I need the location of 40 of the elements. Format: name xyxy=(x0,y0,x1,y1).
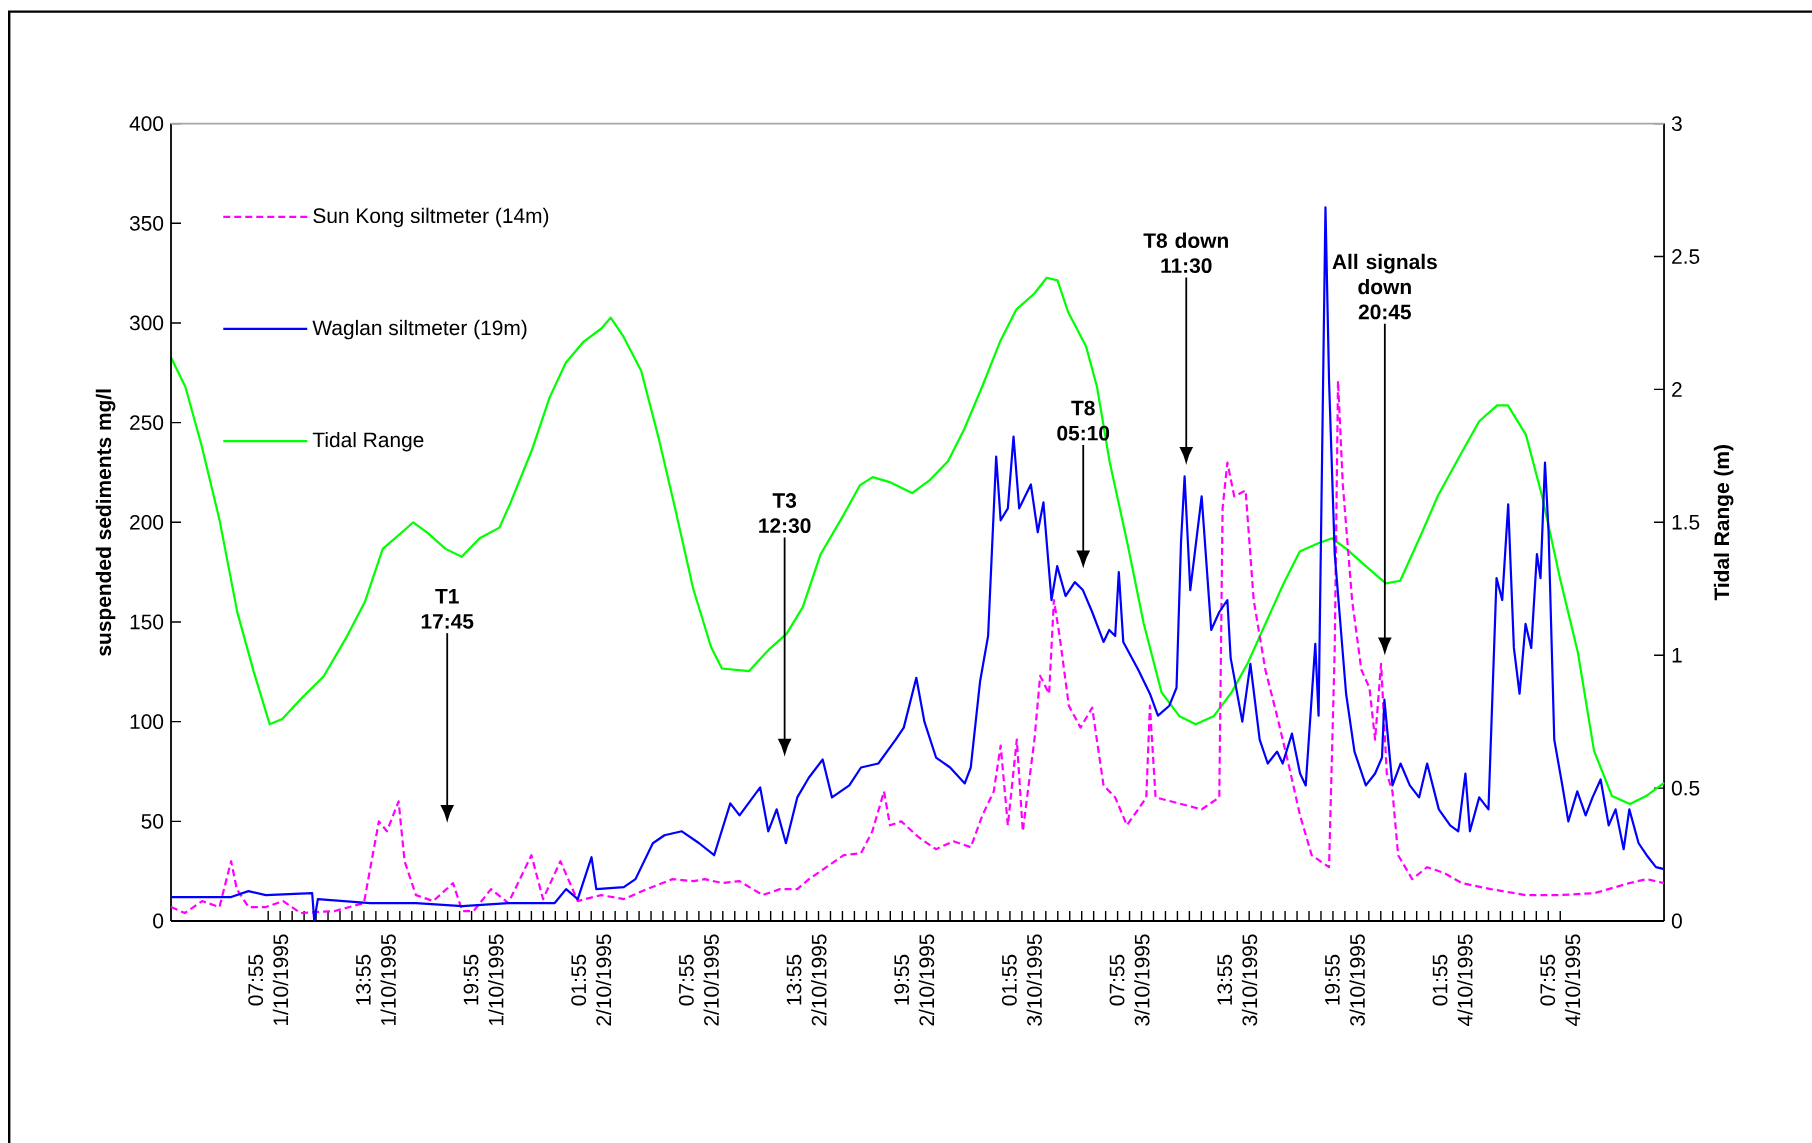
x-tick-label: 13:55 1/10/1995 xyxy=(355,934,396,1025)
x-tick-label: 07:55 4/10/1995 xyxy=(1540,934,1581,1027)
y-tick-label: 400 xyxy=(129,116,164,132)
y-tick-label: 100 xyxy=(130,714,164,730)
x-tick-label: 19:55 3/10/1995 xyxy=(1324,934,1365,1026)
x-tick-label: 01:55 4/10/1995 xyxy=(1432,934,1473,1027)
y2-tick-label: 1.5 xyxy=(1672,515,1700,530)
x-tick-label: 07:55 1/10/1995 xyxy=(248,934,289,1025)
legend-label: Sun Kong siltmeter (14m) xyxy=(313,207,549,228)
x-tick-label: 07:55 3/10/1995 xyxy=(1109,934,1150,1026)
y2-tick-label: 2.5 xyxy=(1672,249,1700,264)
y2-axis-title: Tidal Range (m) xyxy=(1713,445,1734,601)
x-tick-label: 13:55 2/10/1995 xyxy=(786,934,827,1026)
x-tick-label: 01:55 3/10/1995 xyxy=(1001,934,1042,1026)
y2-tick-label: 0 xyxy=(1671,913,1682,929)
annotation: All signals down 20:45 xyxy=(1332,253,1437,320)
y2-tick-label: 0.5 xyxy=(1671,780,1700,796)
legend-label: Waglan siltmeter (19m) xyxy=(312,319,527,340)
y2-tick-label: 2 xyxy=(1672,382,1682,397)
x-tick-label: 13:55 3/10/1995 xyxy=(1217,934,1258,1026)
line-series xyxy=(169,379,1666,915)
legend-label: Tidal Range xyxy=(312,431,424,452)
y-tick-label: 150 xyxy=(130,614,164,630)
y2-tick-label: 3 xyxy=(1671,116,1682,132)
y-tick-label: 200 xyxy=(130,514,164,530)
y2-tick-label: 1 xyxy=(1672,648,1682,663)
x-tick-label: 07:55 2/10/1995 xyxy=(678,934,719,1026)
y-tick-label: 50 xyxy=(141,813,164,829)
x-tick-label: 19:55 2/10/1995 xyxy=(894,934,935,1026)
y-tick-label: 300 xyxy=(129,315,164,331)
x-tick-label: 19:55 1/10/1995 xyxy=(463,934,504,1025)
annotation: T3 12:30 xyxy=(759,493,811,534)
y-tick-label: 250 xyxy=(130,415,164,431)
y-axis-title: suspended sediments mg/l xyxy=(95,389,116,656)
x-tick-label: 01:55 2/10/1995 xyxy=(571,934,612,1026)
line-series xyxy=(169,276,1666,806)
y-tick-label: 350 xyxy=(129,215,164,231)
annotation: T1 17:45 xyxy=(421,589,474,629)
y-tick-label: 0 xyxy=(153,913,164,929)
annotation: T8 down 11:30 xyxy=(1143,232,1228,274)
